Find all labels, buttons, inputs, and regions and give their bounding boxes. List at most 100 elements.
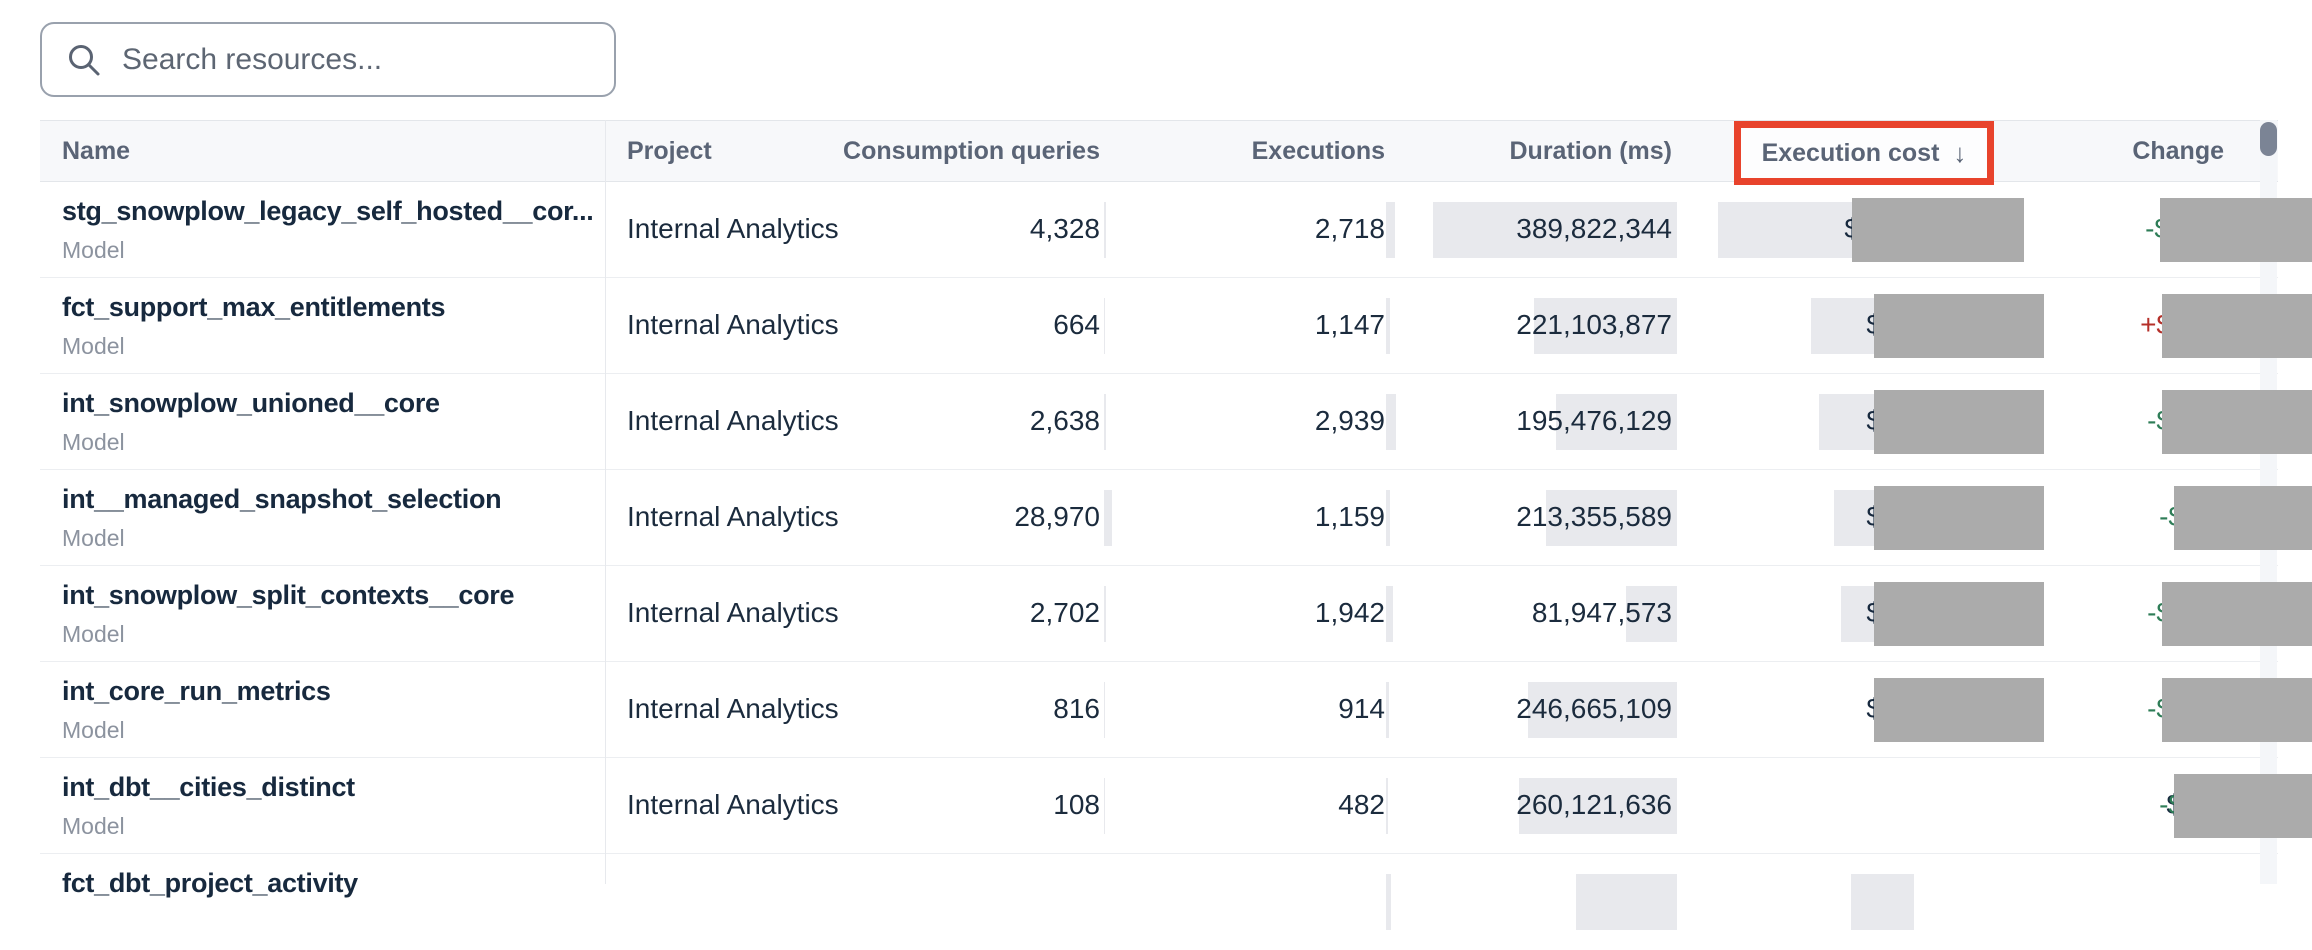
duration-cell: 81,947,573 — [1531, 597, 1672, 628]
executions-value-bar — [1386, 394, 1396, 450]
queries-value-bar — [1104, 682, 1105, 738]
consumption-queries-cell: 816 — [1053, 693, 1100, 724]
executions-value-bar — [1386, 202, 1395, 258]
column-header-consumption-queries[interactable]: Consumption queries — [843, 136, 1100, 165]
executions-cell: 2,939 — [1314, 405, 1385, 436]
column-divider — [605, 120, 606, 884]
duration-value-bar — [1519, 778, 1677, 834]
cost-value-bar — [1718, 202, 1856, 258]
duration-cell: 213,355,589 — [1516, 501, 1672, 532]
duration-value-bar — [1528, 682, 1677, 738]
queries-value-bar — [1104, 394, 1106, 450]
cost-redaction — [1874, 582, 2044, 646]
executions-cell: 914 — [1338, 693, 1385, 724]
executions-value-bar — [1386, 490, 1390, 546]
executions-cell: 1,147 — [1314, 309, 1385, 340]
column-header-project[interactable]: Project — [627, 136, 712, 165]
duration-value-bar — [1433, 202, 1677, 258]
consumption-queries-cell: 664 — [1053, 309, 1100, 340]
search-box — [40, 22, 616, 97]
consumption-queries-cell: 4,328 — [1029, 213, 1100, 244]
table-body: stg_snowplow_legacy_self_hosted__cor... … — [40, 182, 2312, 854]
resource-name: stg_snowplow_legacy_self_hosted__cor... — [62, 196, 594, 226]
cost-value-bar — [1811, 298, 1878, 354]
queries-value-bar — [1104, 778, 1105, 834]
executions-value-bar — [1386, 874, 1391, 930]
change-redaction — [2162, 390, 2312, 454]
resource-name: int_core_run_metrics — [62, 676, 331, 706]
queries-value-bar — [1104, 202, 1106, 258]
queries-value-bar — [1104, 298, 1105, 354]
consumption-queries-cell: 28,970 — [1014, 501, 1100, 532]
change-redaction — [2162, 294, 2312, 358]
resources-table: Name Project Consumption queries Executi… — [40, 120, 2312, 950]
project-cell: Internal Analytics — [627, 693, 839, 724]
table-header: Name Project Consumption queries Executi… — [40, 120, 2278, 185]
table-row[interactable]: fct_support_max_entitlements Model Inter… — [40, 278, 2312, 374]
table-row[interactable]: int_snowplow_unioned__core Model Interna… — [40, 374, 2312, 470]
project-cell: Internal Analytics — [627, 213, 839, 244]
duration-value-bar — [1546, 490, 1677, 546]
project-cell: Internal Analytics — [627, 405, 839, 436]
duration-cell: 246,665,109 — [1516, 693, 1672, 724]
column-header-duration[interactable]: Duration (ms) — [1509, 136, 1673, 165]
execution-cost-annotation-box: Execution cost ↓ — [1734, 121, 1994, 185]
sort-descending-icon: ↓ — [1953, 137, 1967, 168]
executions-value-bar — [1386, 298, 1390, 354]
table-row[interactable]: int_core_run_metrics Model Internal Anal… — [40, 662, 2312, 758]
column-header-execution-cost[interactable]: Execution cost — [1761, 138, 1940, 167]
executions-cell: 1,159 — [1314, 501, 1385, 532]
resource-type: Model — [62, 237, 125, 263]
change-redaction — [2174, 486, 2312, 550]
project-cell: Internal Analytics — [627, 789, 839, 820]
cost-redaction — [1874, 678, 2044, 742]
column-header-change[interactable]: Change — [2132, 136, 2224, 165]
project-cell: Internal Analytics — [627, 309, 839, 340]
duration-cell: 221,103,877 — [1516, 309, 1672, 340]
executions-cell: 482 — [1338, 789, 1385, 820]
resource-type: Model — [62, 621, 125, 647]
resource-type: Model — [62, 429, 125, 455]
cost-redaction — [1874, 390, 2044, 454]
cost-value-bar — [1841, 586, 1878, 642]
scrollbar-thumb[interactable] — [2260, 122, 2277, 156]
resource-name: int__managed_snapshot_selection — [62, 484, 502, 514]
resource-name: fct_support_max_entitlements — [62, 292, 446, 322]
cost-value-bar — [1834, 490, 1878, 546]
change-redaction — [2162, 582, 2312, 646]
consumption-queries-cell: 2,638 — [1029, 405, 1100, 436]
executions-value-bar — [1386, 778, 1388, 834]
resource-name: int_snowplow_unioned__core — [62, 388, 440, 418]
table-row[interactable]: int_dbt__cities_distinct Model Internal … — [40, 758, 2312, 854]
table-row[interactable]: int__managed_snapshot_selection Model In… — [40, 470, 2312, 566]
search-input[interactable] — [122, 42, 590, 77]
cost-redaction — [1874, 294, 2044, 358]
project-cell: Internal Analytics — [627, 597, 839, 628]
table-row[interactable]: int_snowplow_split_contexts__core Model … — [40, 566, 2312, 662]
executions-value-bar — [1386, 586, 1393, 642]
column-header-name[interactable]: Name — [62, 136, 131, 165]
change-redaction — [2160, 198, 2312, 262]
cost-value-bar — [1819, 394, 1878, 450]
resource-name: int_dbt__cities_distinct — [62, 772, 355, 802]
table-row-partial[interactable]: fct_dbt_project_activity — [40, 854, 2278, 950]
change-redaction — [2162, 678, 2312, 742]
queries-value-bar — [1104, 490, 1112, 546]
duration-cell: 195,476,129 — [1516, 405, 1672, 436]
column-header-executions[interactable]: Executions — [1251, 136, 1385, 165]
duration-cell: 389,822,344 — [1516, 213, 1672, 244]
cost-redaction — [1874, 486, 2044, 550]
resource-type: Model — [62, 813, 125, 839]
queries-value-bar — [1104, 586, 1106, 642]
change-redaction — [2174, 774, 2312, 838]
duration-value-bar — [1534, 298, 1677, 354]
resource-type: Model — [62, 525, 125, 551]
duration-value-bar — [1556, 394, 1677, 450]
duration-value-bar — [1576, 874, 1677, 930]
resource-type: Model — [62, 717, 125, 743]
executions-value-bar — [1386, 682, 1389, 738]
table-row[interactable]: stg_snowplow_legacy_self_hosted__cor... … — [40, 182, 2312, 278]
resource-type: Model — [62, 333, 125, 359]
executions-cell: 2,718 — [1314, 213, 1385, 244]
cost-redaction — [1852, 198, 2024, 262]
